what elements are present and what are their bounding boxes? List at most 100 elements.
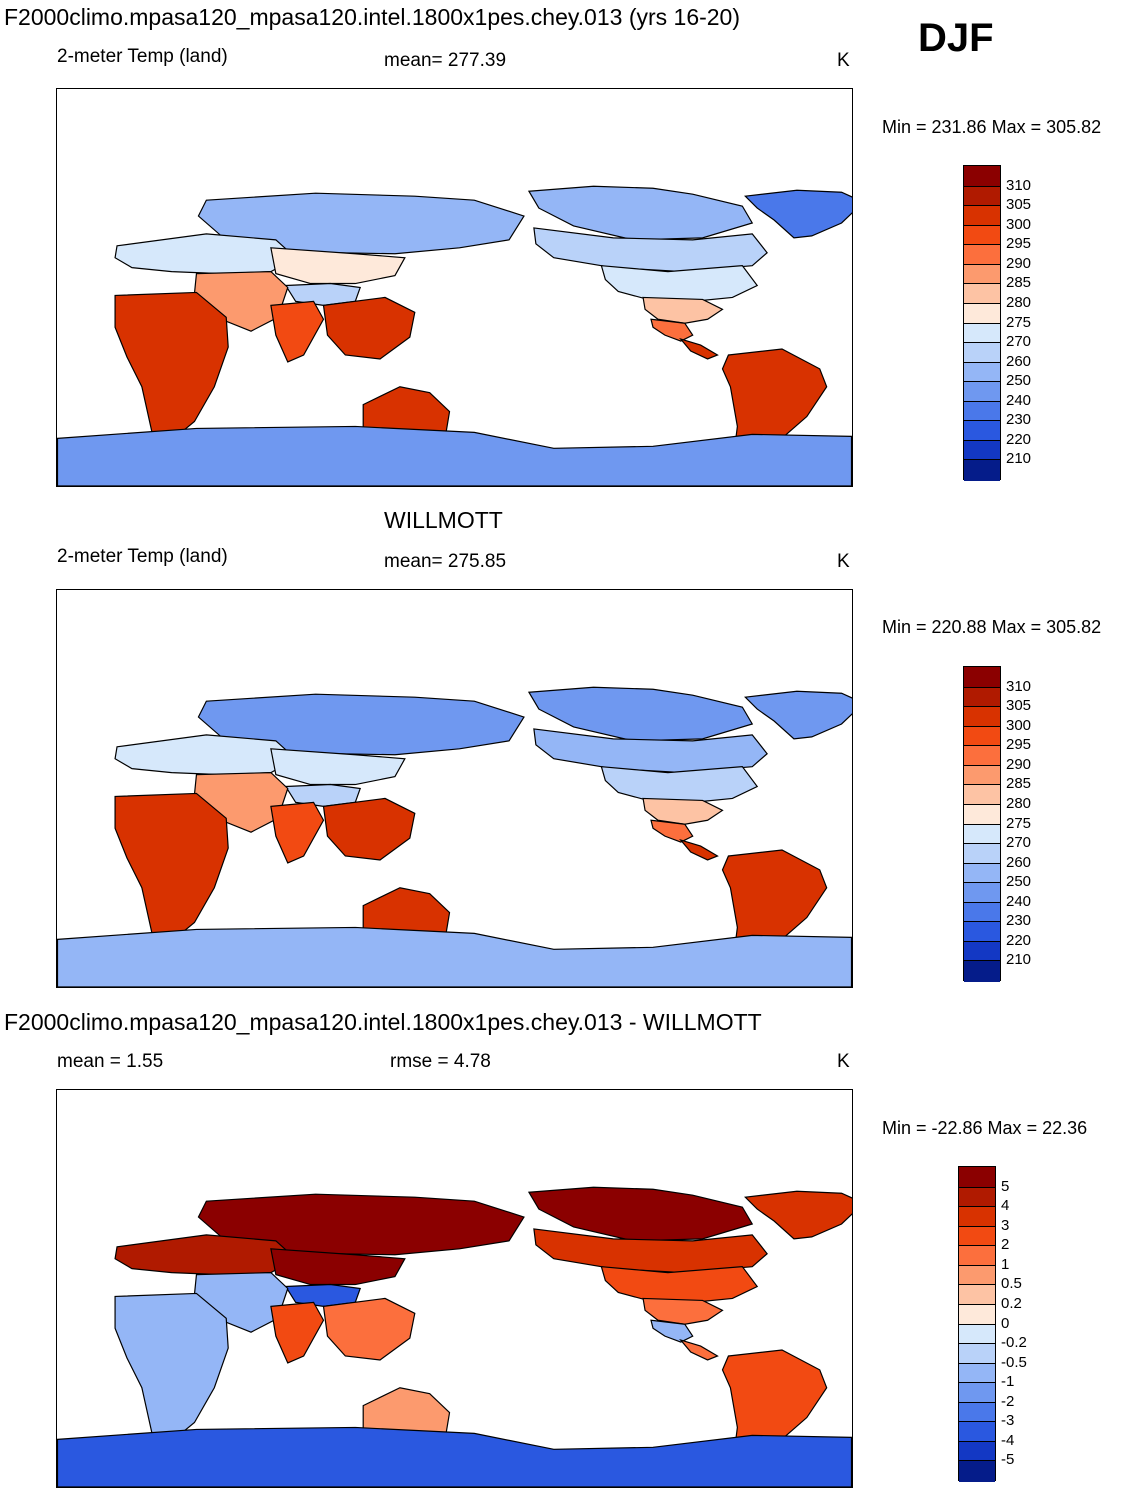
colorbar-swatch	[964, 420, 1000, 442]
colorbar-tick-label: 305	[1006, 697, 1032, 715]
panel-3-rmse: rmse = 4.78	[390, 1051, 491, 1072]
map-region-arctic-north	[527, 185, 754, 241]
colorbar-swatch	[959, 1167, 995, 1188]
panel-1-mean: mean= 277.39	[384, 50, 507, 71]
colorbar-swatch	[964, 686, 1000, 708]
colorbar-swatch	[964, 361, 1000, 383]
colorbar-swatch	[964, 901, 1000, 923]
colorbar-swatch	[964, 725, 1000, 747]
colorbar-swatch	[964, 400, 1000, 422]
map-region-us-south	[642, 296, 724, 324]
colorbar-swatch	[964, 764, 1000, 786]
panel-3-title: F2000climo.mpasa120_mpasa120.intel.1800x…	[4, 1009, 762, 1035]
colorbar-tick-label: 295	[1006, 235, 1032, 253]
colorbar-swatch	[964, 224, 1000, 246]
colorbar-swatch	[959, 1401, 995, 1423]
colorbar-tick-label: -4	[1001, 1431, 1015, 1449]
colorbar-tick-label: -5	[1001, 1451, 1015, 1469]
colorbar-tick-label: 275	[1006, 313, 1032, 331]
map-region-mexico	[650, 1319, 694, 1343]
map-region-india	[270, 300, 325, 363]
colorbar-tick-label: 220	[1006, 430, 1032, 448]
panel-3-map	[56, 1089, 853, 1488]
panel-1-colorbar: 310 305 300 295 290 285 280 275 270 260 250 240 230 2…	[963, 165, 1031, 481]
colorbar-tick-label: 250	[1006, 873, 1032, 891]
colorbar-tick-label: -2	[1001, 1392, 1015, 1410]
panel-1-units: K	[837, 50, 850, 71]
colorbar-tick-label: 290	[1006, 254, 1032, 272]
colorbar-tick-label: 230	[1006, 912, 1032, 930]
map-region-antarctica	[57, 425, 852, 486]
colorbar-tick-label: -1	[1001, 1373, 1015, 1391]
panel-2-units: K	[837, 551, 850, 572]
map-region-north-america-mid	[600, 264, 759, 302]
colorbar-swatch	[959, 1245, 995, 1267]
colorbar-tick-label: 305	[1006, 196, 1032, 214]
map-region-north-america-mid	[600, 1265, 759, 1303]
colorbar-tick-label: 310	[1006, 176, 1032, 194]
colorbar-swatch	[964, 784, 1000, 806]
map-region-north-america-mid	[600, 765, 759, 803]
colorbar-tick-label: 2	[1001, 1236, 1010, 1254]
map-region-arctic-north	[527, 686, 754, 742]
map-region-europe	[114, 734, 297, 776]
map-region-greenland	[744, 189, 852, 239]
map-region-antarctica	[57, 926, 852, 987]
colorbar-swatch	[959, 1343, 995, 1365]
map-region-central-america	[679, 838, 719, 861]
map-region-southeast-asia	[322, 1297, 416, 1361]
colorbar-swatch	[959, 1264, 995, 1286]
panel-1-minmax: Min = 231.86 Max = 305.82	[882, 117, 1102, 137]
colorbar-tick-label: 3	[1001, 1216, 1010, 1234]
colorbar-tick-label: 210	[1006, 951, 1032, 969]
map-region-greenland	[744, 1190, 852, 1240]
panel-2-map	[56, 589, 853, 988]
colorbar-swatch	[964, 322, 1000, 344]
colorbar-swatch	[959, 1440, 995, 1462]
panel-1-title: F2000climo.mpasa120_mpasa120.intel.1800x…	[4, 4, 741, 30]
map-region-canada-north	[533, 728, 768, 774]
colorbar-swatch	[964, 459, 1000, 481]
colorbar-swatch	[959, 1362, 995, 1384]
colorbar-swatch	[959, 1284, 995, 1306]
colorbar-tick-label: 300	[1006, 215, 1032, 233]
colorbar-tick-label: -0.2	[1001, 1334, 1027, 1352]
colorbar-tick-label: 270	[1006, 333, 1032, 351]
colorbar-tick-label: 260	[1006, 853, 1032, 871]
colorbar-swatch	[964, 882, 1000, 904]
map-region-central-asia	[270, 1248, 406, 1286]
map-region-central-asia	[270, 247, 406, 285]
map-region-antarctica	[57, 1426, 852, 1487]
map-region-central-asia	[270, 748, 406, 786]
colorbar-swatch	[964, 283, 1000, 305]
colorbar-swatch	[964, 205, 1000, 227]
colorbar-swatch	[964, 166, 1000, 187]
colorbar-tick-label: 0.2	[1001, 1294, 1022, 1312]
map-region-us-south	[642, 1297, 724, 1325]
map-region-mexico	[650, 318, 694, 342]
map-region-arctic-north	[527, 1186, 754, 1242]
colorbar-swatch	[964, 263, 1000, 285]
panel-1-variable: 2-meter Temp (land)	[57, 46, 228, 67]
colorbar-swatch	[964, 244, 1000, 266]
colorbar-tick-label: 230	[1006, 411, 1032, 429]
season-label: DJF	[918, 16, 994, 60]
colorbar-swatch	[959, 1323, 995, 1345]
panel-2-mean: mean= 275.85	[384, 551, 507, 572]
colorbar-swatch	[964, 381, 1000, 403]
map-region-greenland	[744, 690, 852, 740]
colorbar-swatch	[964, 960, 1000, 982]
map-region-central-america	[679, 1338, 719, 1361]
colorbar-tick-label: 285	[1006, 775, 1032, 793]
colorbar-tick-label: 300	[1006, 716, 1032, 734]
map-region-mexico	[650, 819, 694, 843]
panel-2-variable: 2-meter Temp (land)	[57, 546, 228, 567]
colorbar-tick-label: 5	[1001, 1177, 1010, 1195]
panel-3-minmax: Min = -22.86 Max = 22.36	[882, 1118, 1088, 1138]
panel-2-colorbar: 310 305 300 295 290 285 280 275 270 260 250 240 230 2…	[963, 666, 1031, 982]
colorbar-swatch	[964, 823, 1000, 845]
colorbar-tick-label: 275	[1006, 814, 1032, 832]
panel-1-map	[56, 88, 853, 487]
colorbar-tick-label: 240	[1006, 892, 1032, 910]
colorbar-tick-label: 4	[1001, 1197, 1010, 1215]
